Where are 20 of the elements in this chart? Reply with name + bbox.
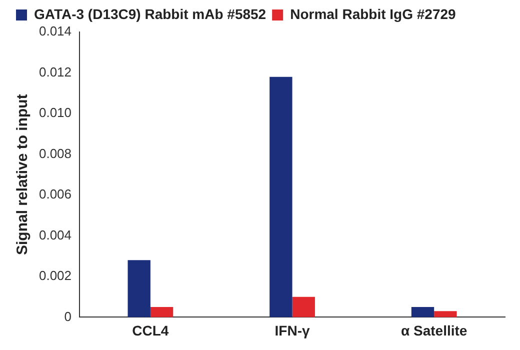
y-tick-label: 0.006 <box>38 186 72 202</box>
y-tick-label: 0 <box>64 308 72 324</box>
y-tick-label: 0.014 <box>38 24 72 39</box>
y-axis-title: Signal relative to input <box>14 94 32 256</box>
bar <box>411 307 434 318</box>
x-tick-label: CCL4 <box>132 322 169 338</box>
bar <box>292 296 315 318</box>
bar <box>434 311 457 318</box>
x-tick-label: α Satellite <box>400 322 468 338</box>
y-tick-label: 0.002 <box>38 268 72 284</box>
y-tick-label: 0.010 <box>38 105 72 120</box>
y-tick-label: 0.008 <box>38 146 72 161</box>
bar <box>150 307 174 318</box>
y-tick-label: 0.012 <box>38 64 72 80</box>
legend-label: Normal Rabbit IgG #2729 <box>290 6 456 22</box>
x-tick-label: IFN-γ <box>274 322 310 338</box>
legend-label: GATA-3 (D13C9) Rabbit mAb #5852 <box>34 6 266 22</box>
bar <box>270 76 292 318</box>
bar <box>128 260 150 318</box>
y-tick-label: 0.004 <box>38 227 72 242</box>
